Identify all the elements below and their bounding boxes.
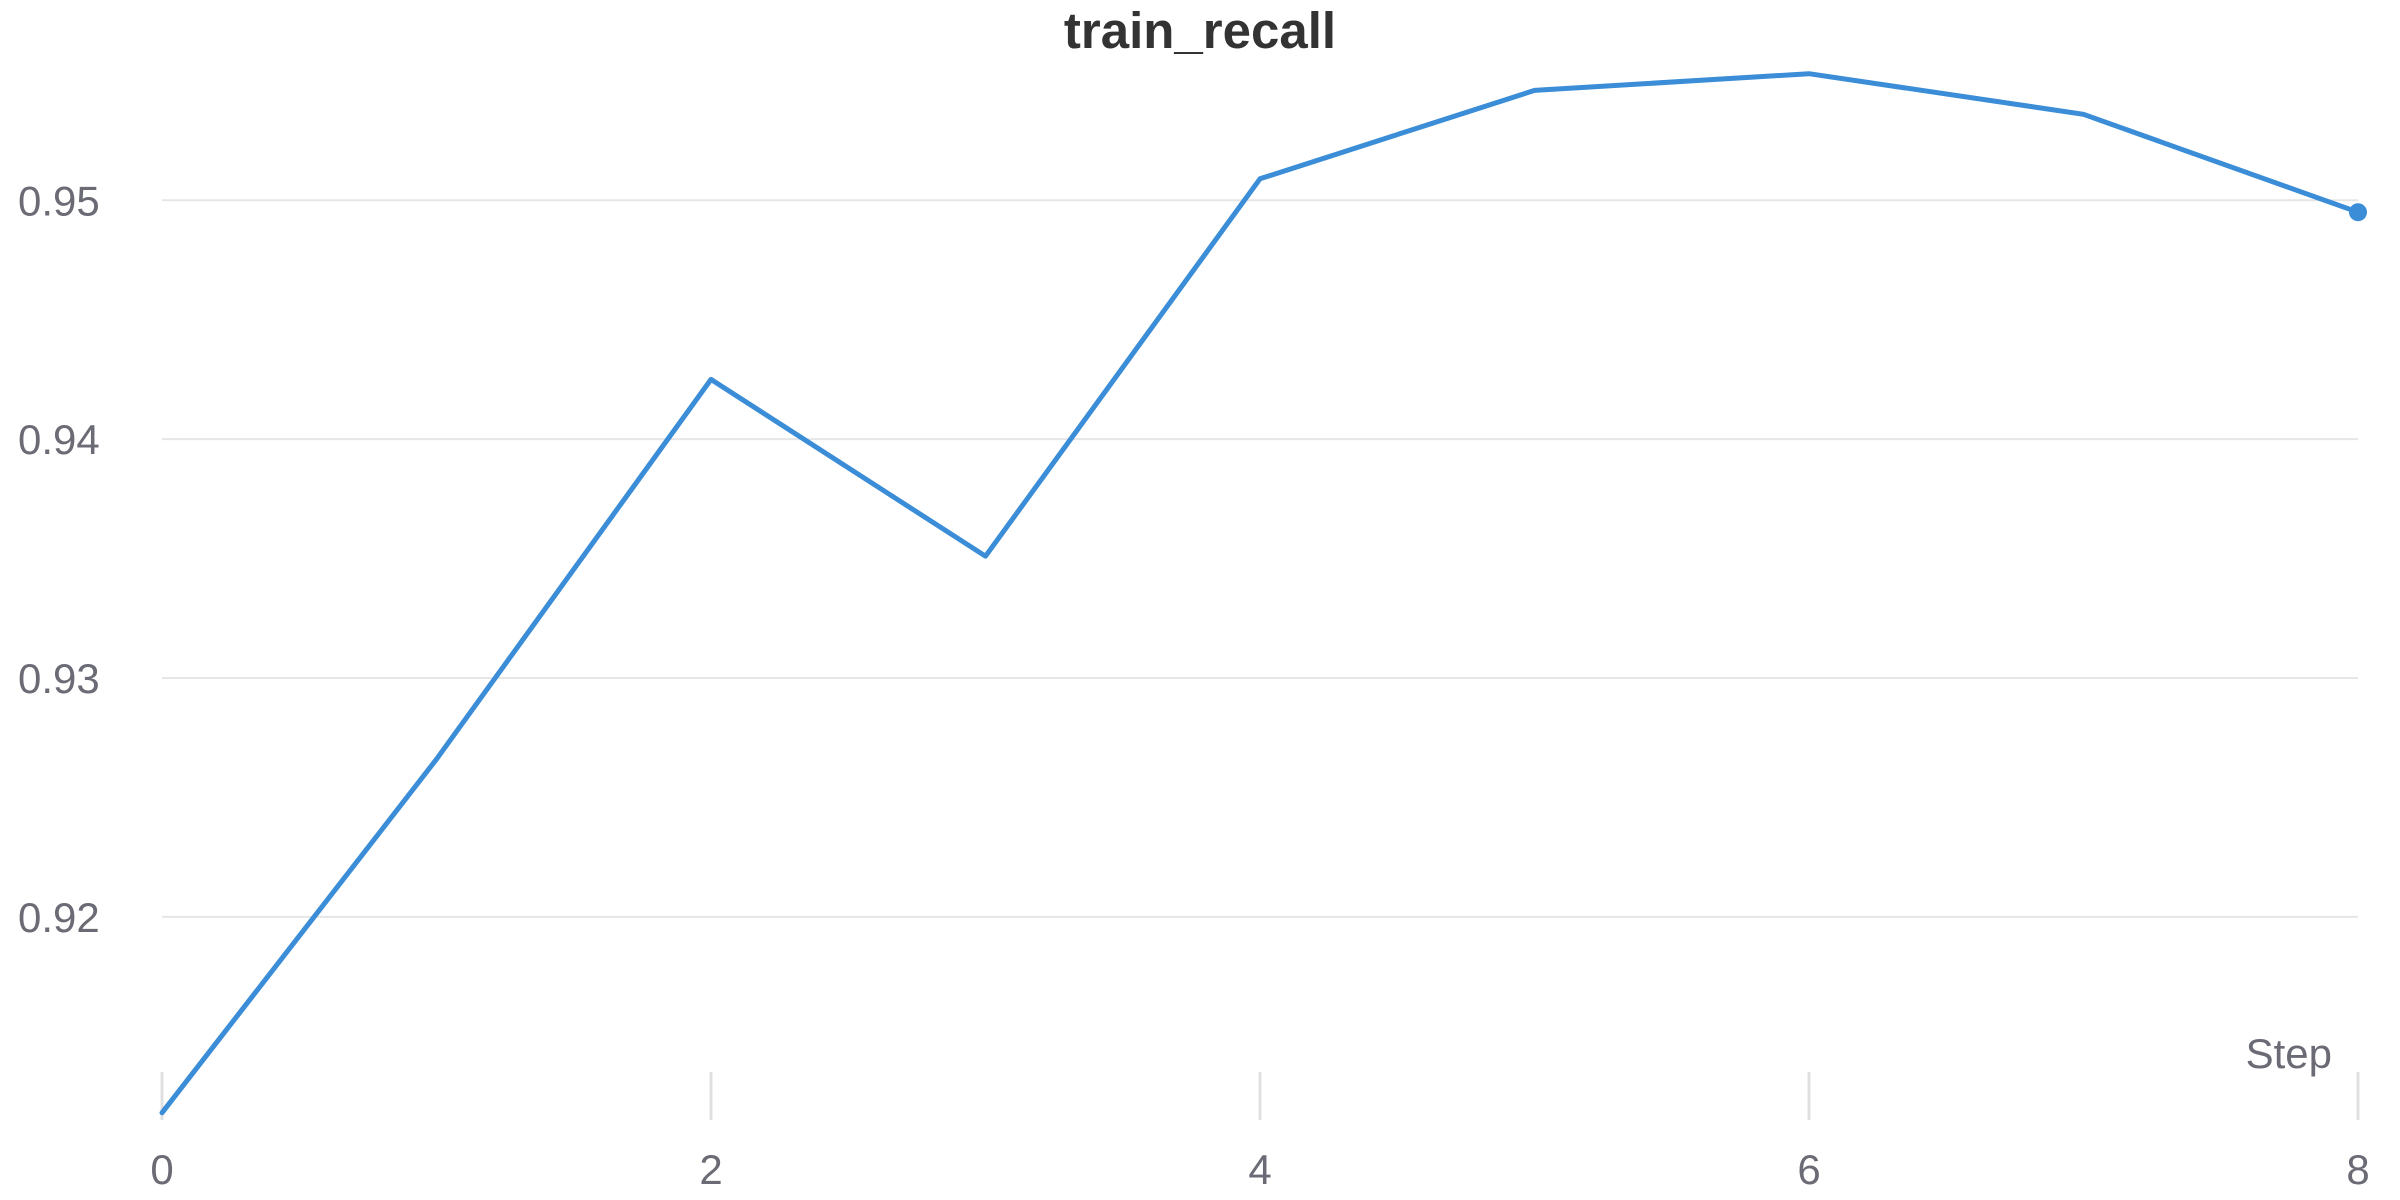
x-tick-label: 6 — [1797, 1146, 1820, 1193]
y-tick-label: 0.94 — [18, 416, 100, 463]
x-tick-label: 8 — [2346, 1146, 2369, 1193]
data-point — [2349, 203, 2367, 222]
y-axis-tick-labels: 0.92 0.93 0.94 0.95 — [18, 177, 100, 941]
chart-title: train_recall — [1063, 2, 1337, 59]
y-tick-label: 0.95 — [18, 177, 100, 224]
series-line — [159, 71, 2361, 1116]
x-tick-label: 0 — [150, 1146, 173, 1193]
series-layer — [159, 71, 2367, 1116]
grid-lines — [162, 199, 2358, 918]
y-tick-label: 0.92 — [18, 894, 100, 941]
x-axis-tick-labels: 0 2 4 6 8 — [150, 1146, 2369, 1193]
x-axis-label: Step — [2246, 1030, 2332, 1077]
y-tick-label: 0.93 — [18, 655, 100, 702]
x-tick-label: 4 — [1248, 1146, 1271, 1193]
x-tick-label: 2 — [699, 1146, 722, 1193]
x-axis-ticks — [160, 1072, 2360, 1120]
